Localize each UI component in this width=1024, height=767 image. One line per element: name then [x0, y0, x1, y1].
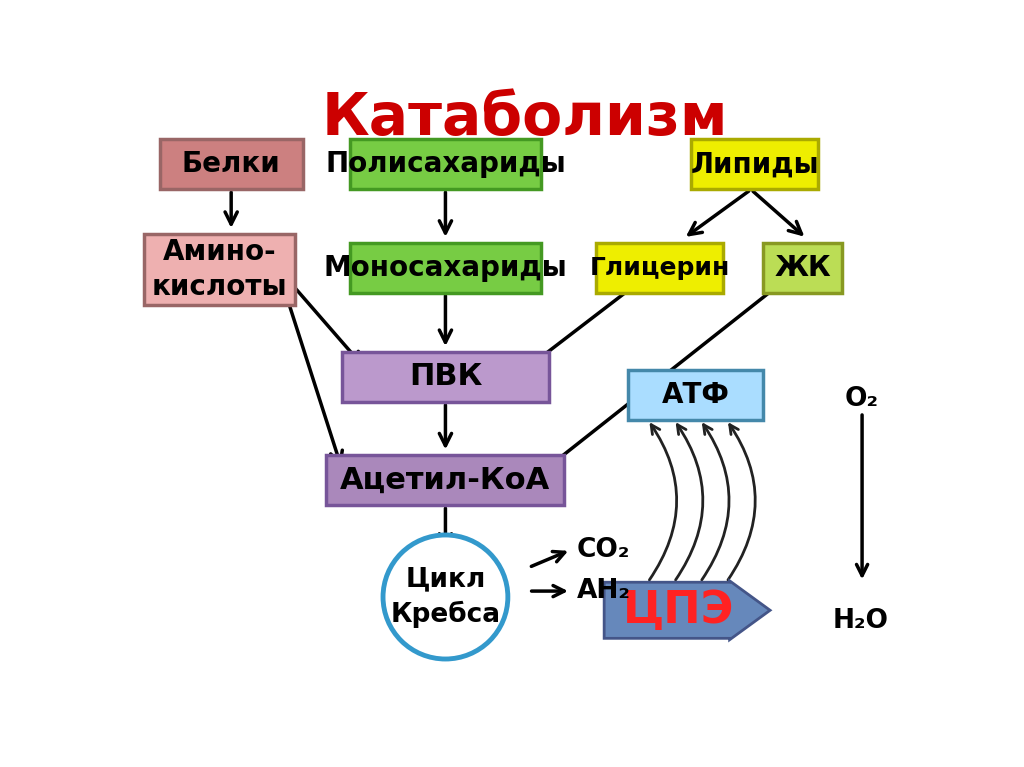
- Text: O₂: O₂: [845, 386, 879, 412]
- Text: Полисахариды: Полисахариды: [325, 150, 566, 179]
- Text: Катаболизм: Катаболизм: [322, 90, 728, 147]
- FancyBboxPatch shape: [691, 140, 818, 189]
- Text: АН₂: АН₂: [577, 578, 630, 604]
- FancyBboxPatch shape: [342, 352, 549, 402]
- Text: АТФ: АТФ: [662, 380, 729, 409]
- Text: Амино-
кислоты: Амино- кислоты: [152, 238, 287, 301]
- Text: H₂O: H₂O: [833, 607, 889, 634]
- Text: Моносахариды: Моносахариды: [324, 254, 567, 281]
- FancyBboxPatch shape: [350, 140, 541, 189]
- Text: Ацетил-КоА: Ацетил-КоА: [340, 466, 551, 495]
- FancyBboxPatch shape: [143, 234, 295, 304]
- Text: ЖК: ЖК: [774, 254, 830, 281]
- Text: Белки: Белки: [182, 150, 281, 179]
- FancyArrow shape: [604, 581, 770, 640]
- Text: Глицерин: Глицерин: [590, 255, 730, 280]
- FancyBboxPatch shape: [596, 242, 723, 293]
- FancyBboxPatch shape: [350, 242, 541, 293]
- Ellipse shape: [383, 535, 508, 659]
- Text: ЦПЭ: ЦПЭ: [624, 589, 735, 632]
- FancyBboxPatch shape: [628, 370, 763, 420]
- Text: CO₂: CO₂: [577, 537, 630, 563]
- Text: Цикл
Кребса: Цикл Кребса: [390, 566, 501, 628]
- FancyBboxPatch shape: [327, 456, 564, 505]
- Text: ПВК: ПВК: [409, 363, 482, 391]
- Text: Липиды: Липиды: [690, 150, 819, 179]
- FancyBboxPatch shape: [763, 242, 842, 293]
- FancyBboxPatch shape: [160, 140, 303, 189]
